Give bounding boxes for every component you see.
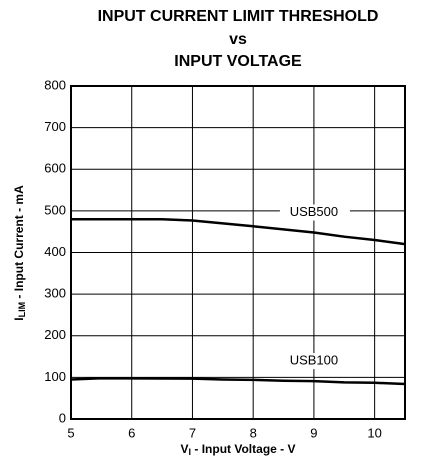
chart-title: vs <box>229 31 247 48</box>
x-tick-label: 7 <box>189 425 196 440</box>
y-tick-label: 0 <box>59 410 66 425</box>
y-tick-label: 600 <box>44 161 66 176</box>
y-axis-label: ILIM - Input Current - mA <box>12 185 27 321</box>
chart-title: INPUT VOLTAGE <box>174 53 302 70</box>
y-tick-label: 400 <box>44 244 66 259</box>
y-tick-label: 200 <box>44 327 66 342</box>
x-tick-label: 9 <box>310 425 317 440</box>
x-axis-label: VI - Input Voltage - V <box>181 442 296 457</box>
x-tick-label: 10 <box>367 425 381 440</box>
x-tick-label: 6 <box>128 425 135 440</box>
x-tick-label: 5 <box>67 425 74 440</box>
x-tick-label: 8 <box>250 425 257 440</box>
series-line <box>70 376 406 386</box>
series-line <box>71 217 406 246</box>
y-tick-label: 800 <box>44 77 66 92</box>
y-tick-label: 300 <box>44 286 66 301</box>
chart-title: INPUT CURRENT LIMIT THRESHOLD <box>98 8 379 25</box>
series-label-bg <box>279 353 350 370</box>
series-label: USB100 <box>290 353 338 368</box>
y-tick-label: 700 <box>44 119 66 134</box>
y-tick-label: 500 <box>44 202 66 217</box>
y-tick-label: 100 <box>44 369 66 384</box>
plot-frame <box>70 85 406 420</box>
series-label: USB500 <box>290 204 338 219</box>
series-label-bg <box>279 204 350 221</box>
